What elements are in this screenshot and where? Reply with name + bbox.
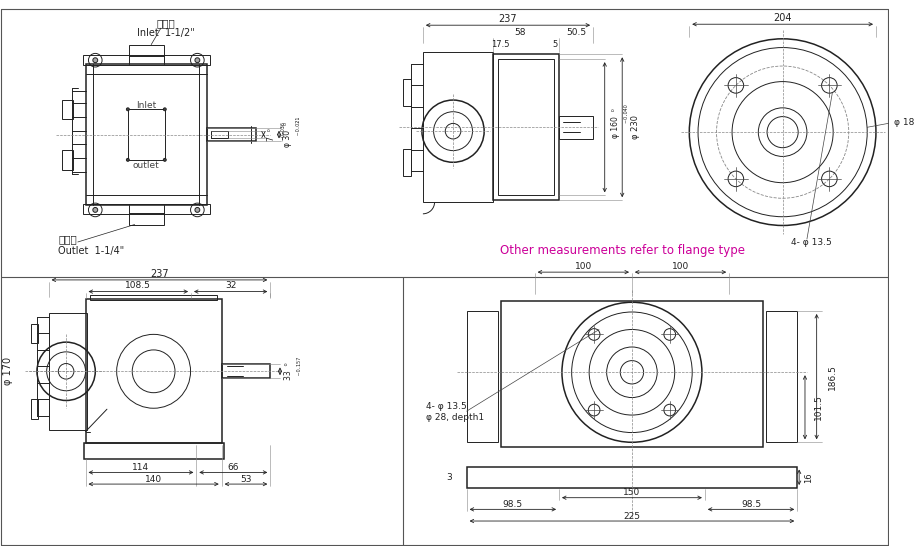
Bar	[403, 148, 411, 176]
Bar	[128, 109, 165, 160]
Bar	[498, 59, 554, 196]
Bar	[62, 100, 73, 119]
Bar	[82, 55, 210, 65]
Text: 16: 16	[804, 472, 813, 483]
Bar	[222, 365, 271, 378]
Circle shape	[164, 108, 166, 111]
Bar	[86, 64, 207, 205]
Bar	[90, 295, 217, 300]
Bar	[467, 311, 498, 442]
Text: 入油口: 入油口	[156, 18, 175, 28]
Text: Outlet  1-1/4": Outlet 1-1/4"	[58, 246, 124, 256]
Text: 出油口: 出油口	[58, 234, 77, 244]
Text: outlet: outlet	[133, 161, 160, 170]
Text: 108.5: 108.5	[125, 281, 151, 290]
Text: Inlet: Inlet	[136, 101, 156, 110]
Text: 114: 114	[133, 463, 150, 472]
Bar	[766, 311, 797, 442]
Text: 98.5: 98.5	[741, 500, 761, 509]
Bar	[207, 128, 256, 141]
Text: Inlet  1-1/2": Inlet 1-1/2"	[137, 28, 195, 38]
Text: 17.5: 17.5	[492, 40, 510, 49]
Text: Other measurements refer to flange type: Other measurements refer to flange type	[500, 244, 745, 257]
Bar	[82, 204, 210, 214]
Bar	[423, 53, 493, 202]
Circle shape	[195, 58, 200, 63]
Circle shape	[126, 158, 129, 161]
Text: 5: 5	[552, 40, 558, 49]
Text: 204: 204	[773, 13, 792, 23]
Bar	[31, 399, 37, 419]
Text: 150: 150	[623, 488, 641, 497]
Circle shape	[93, 208, 98, 212]
Text: φ 28, depth1: φ 28, depth1	[426, 413, 484, 423]
Bar	[62, 150, 73, 170]
Text: 98.5: 98.5	[503, 500, 523, 509]
Text: 7  ⁰
   ₋₀.₀₃₆: 7 ⁰ ₋₀.₀₃₆	[268, 121, 287, 147]
Text: φ 160  ⁰
        ₋₀.₀₄₀: φ 160 ⁰ ₋₀.₀₄₀	[611, 105, 630, 142]
Text: 4- φ 13.5: 4- φ 13.5	[792, 238, 832, 248]
Text: 53: 53	[240, 475, 251, 484]
Bar	[467, 466, 797, 488]
Bar	[403, 79, 411, 106]
Bar	[129, 213, 164, 224]
Text: φ 30  ⁰
       ₋₀.₀₂₁: φ 30 ⁰ ₋₀.₀₂₁	[283, 117, 303, 152]
Text: φ 170: φ 170	[3, 357, 13, 386]
Circle shape	[126, 108, 129, 111]
Text: 50.5: 50.5	[566, 28, 586, 37]
Text: φ 187: φ 187	[894, 118, 914, 127]
Text: 237: 237	[499, 14, 517, 24]
Text: 237: 237	[150, 269, 169, 279]
Circle shape	[93, 58, 98, 63]
Bar	[86, 299, 222, 443]
Text: 100: 100	[575, 262, 592, 271]
Circle shape	[164, 158, 166, 161]
Text: 186.5: 186.5	[828, 364, 836, 389]
Text: 66: 66	[228, 463, 239, 472]
Text: 101.5: 101.5	[814, 394, 824, 420]
Bar	[493, 54, 559, 200]
Text: 100: 100	[672, 262, 689, 271]
Bar	[83, 443, 224, 459]
Text: 4- φ 13.5: 4- φ 13.5	[426, 402, 466, 411]
Bar	[48, 313, 88, 430]
Bar	[31, 324, 37, 343]
Text: 33  ⁰
    ₋₀.₁₅₇: 33 ⁰ ₋₀.₁₅₇	[284, 357, 303, 386]
Bar	[129, 45, 164, 57]
Bar	[559, 116, 593, 139]
Text: 225: 225	[623, 512, 641, 521]
Bar	[501, 301, 763, 447]
Circle shape	[195, 208, 200, 212]
Text: 58: 58	[515, 28, 526, 37]
Text: 3: 3	[446, 473, 452, 482]
Text: φ 230: φ 230	[632, 115, 641, 139]
Text: 140: 140	[145, 475, 162, 484]
Text: 32: 32	[225, 281, 237, 290]
